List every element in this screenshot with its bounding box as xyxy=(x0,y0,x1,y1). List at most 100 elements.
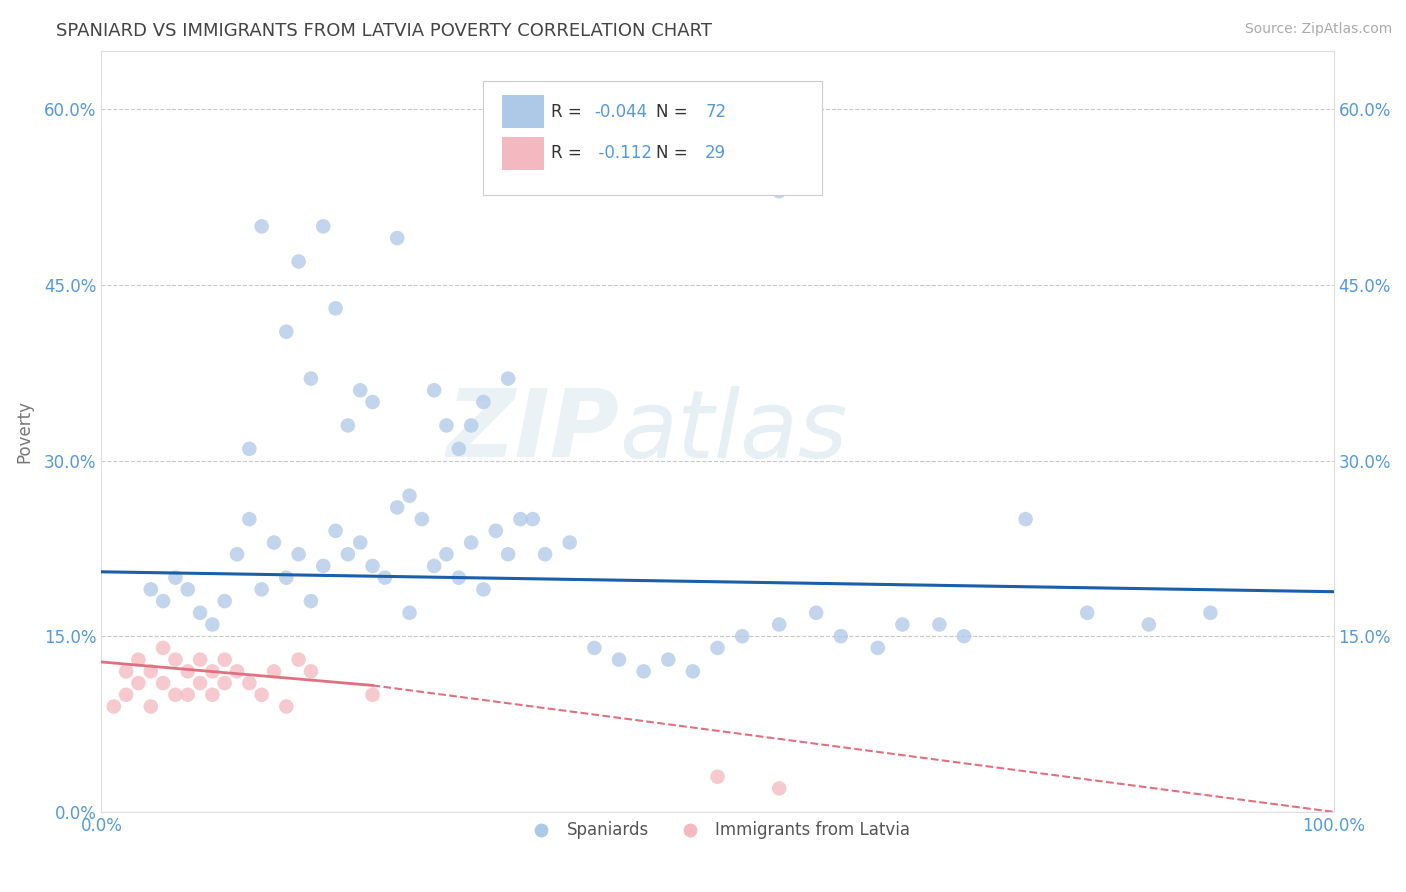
Point xyxy=(472,395,495,409)
Point xyxy=(460,535,482,549)
Text: -0.112: -0.112 xyxy=(588,145,652,162)
Point xyxy=(127,653,149,667)
Point xyxy=(139,582,162,597)
Point xyxy=(1014,512,1036,526)
Point xyxy=(238,512,260,526)
Point xyxy=(522,512,544,526)
Point xyxy=(325,524,347,538)
Point xyxy=(768,781,790,796)
Point xyxy=(583,640,606,655)
Point xyxy=(398,489,420,503)
Point xyxy=(607,653,630,667)
Point xyxy=(682,665,704,679)
Point xyxy=(361,395,384,409)
Point xyxy=(177,688,200,702)
Point xyxy=(496,371,519,385)
Point xyxy=(1137,617,1160,632)
Point xyxy=(250,688,273,702)
Point xyxy=(891,617,914,632)
Point xyxy=(152,640,174,655)
Point xyxy=(349,384,371,398)
Point xyxy=(276,699,298,714)
Point xyxy=(336,418,359,433)
Point xyxy=(436,547,458,561)
Point xyxy=(226,665,249,679)
Legend: Spaniards, Immigrants from Latvia: Spaniards, Immigrants from Latvia xyxy=(517,814,917,846)
Point xyxy=(188,653,211,667)
Point xyxy=(928,617,950,632)
Point xyxy=(299,371,322,385)
Point xyxy=(768,617,790,632)
Point xyxy=(177,665,200,679)
Point xyxy=(447,442,470,456)
Point xyxy=(250,582,273,597)
Point xyxy=(423,558,446,573)
Point xyxy=(115,688,138,702)
Point xyxy=(496,547,519,561)
Point xyxy=(139,699,162,714)
Point xyxy=(287,653,309,667)
Point xyxy=(361,558,384,573)
Text: N =: N = xyxy=(657,145,693,162)
Point xyxy=(115,665,138,679)
Point xyxy=(953,629,976,643)
Text: SPANIARD VS IMMIGRANTS FROM LATVIA POVERTY CORRELATION CHART: SPANIARD VS IMMIGRANTS FROM LATVIA POVER… xyxy=(56,22,713,40)
Point xyxy=(633,665,655,679)
Point xyxy=(1199,606,1222,620)
Point xyxy=(423,384,446,398)
Point xyxy=(152,676,174,690)
Point xyxy=(188,606,211,620)
Text: Source: ZipAtlas.com: Source: ZipAtlas.com xyxy=(1244,22,1392,37)
FancyBboxPatch shape xyxy=(502,95,544,128)
Point xyxy=(436,418,458,433)
Text: R =: R = xyxy=(551,103,588,120)
Point xyxy=(385,500,408,515)
Point xyxy=(299,594,322,608)
Point xyxy=(201,665,224,679)
Point xyxy=(127,676,149,690)
Point xyxy=(460,418,482,433)
Point xyxy=(250,219,273,234)
Point xyxy=(139,665,162,679)
Point xyxy=(165,653,187,667)
Point xyxy=(325,301,347,316)
Point xyxy=(706,640,728,655)
Text: N =: N = xyxy=(657,103,693,120)
Point xyxy=(238,442,260,456)
Point xyxy=(485,524,508,538)
Point xyxy=(201,617,224,632)
Point xyxy=(214,594,236,608)
Point xyxy=(804,606,827,620)
Point xyxy=(385,231,408,245)
Point xyxy=(657,653,679,667)
Point xyxy=(534,547,557,561)
Point xyxy=(226,547,249,561)
Point xyxy=(299,665,322,679)
Point xyxy=(177,582,200,597)
Point xyxy=(214,676,236,690)
Point xyxy=(263,535,285,549)
Point xyxy=(312,558,335,573)
Point xyxy=(830,629,852,643)
Text: R =: R = xyxy=(551,145,588,162)
Point xyxy=(238,676,260,690)
Point xyxy=(1076,606,1098,620)
Point xyxy=(522,149,544,163)
Point xyxy=(336,547,359,561)
Point xyxy=(165,571,187,585)
Point xyxy=(188,676,211,690)
Point xyxy=(287,547,309,561)
Point xyxy=(361,688,384,702)
Point xyxy=(509,512,531,526)
Point xyxy=(201,688,224,702)
Text: 29: 29 xyxy=(706,145,727,162)
Point xyxy=(312,219,335,234)
Point xyxy=(398,606,420,620)
Point xyxy=(287,254,309,268)
Point xyxy=(103,699,125,714)
Point xyxy=(165,688,187,702)
Point xyxy=(214,653,236,667)
Y-axis label: Poverty: Poverty xyxy=(15,400,32,463)
Text: -0.044: -0.044 xyxy=(595,103,648,120)
Point xyxy=(349,535,371,549)
